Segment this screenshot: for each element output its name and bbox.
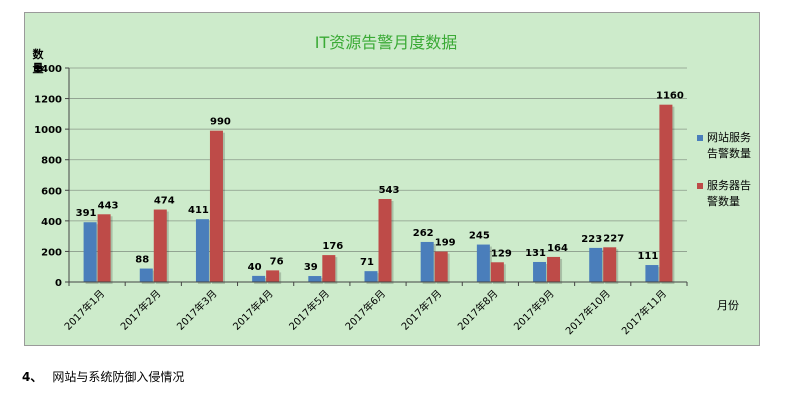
y-tick-label: 600: [41, 186, 62, 197]
y-tick-label: 400: [41, 217, 62, 228]
data-label: 543: [379, 185, 400, 196]
bar-chart: IT资源告警月度数据 数量 月份 0 200 400 600 800 1000 1200 14…: [25, 13, 759, 345]
data-label: 223: [581, 234, 602, 245]
bar-server-alerts: [153, 209, 167, 282]
bar-server-alerts: [209, 130, 223, 282]
y-axis-label: 数量: [33, 47, 45, 75]
data-label: 71: [360, 257, 374, 268]
legend-swatch: [697, 135, 703, 141]
bars: [83, 104, 675, 284]
bar-website-alerts: [533, 261, 547, 282]
y-tick-label: 200: [41, 247, 62, 258]
bar-website-alerts: [139, 268, 153, 282]
y-axis-label-char: 量: [33, 62, 44, 75]
chart-background: [25, 13, 759, 345]
x-axis-label: 月份: [717, 299, 739, 312]
y-tick-label: 1400: [34, 64, 62, 75]
bar-website-alerts: [308, 276, 322, 282]
y-tick-label: 1000: [34, 125, 62, 136]
section-caption: 4、 网站与系统防御入侵情况: [22, 368, 184, 385]
bar-website-alerts: [476, 244, 490, 282]
data-label: 411: [188, 205, 209, 216]
data-label: 227: [603, 233, 624, 244]
data-label: 990: [210, 117, 231, 128]
legend-swatch: [697, 183, 703, 189]
data-label: 111: [637, 251, 658, 262]
bar-server-alerts: [97, 214, 111, 282]
data-label: 199: [435, 238, 456, 249]
bar-website-alerts: [252, 275, 266, 282]
data-label: 164: [547, 243, 568, 254]
chart-title: IT资源告警月度数据: [315, 33, 458, 52]
data-label: 40: [248, 262, 262, 273]
data-label: 245: [469, 231, 490, 242]
data-label: 88: [135, 255, 149, 266]
section-title: 网站与系统防御入侵情况: [52, 370, 185, 384]
y-axis-label-char: 数: [33, 47, 45, 61]
data-label: 391: [76, 208, 97, 219]
bar-website-alerts: [195, 219, 209, 282]
bar-server-alerts: [378, 198, 392, 282]
bar-server-alerts: [434, 251, 448, 282]
chart-frame: IT资源告警月度数据 数量 月份 0 200 400 600 800 1000 1200 14…: [24, 12, 760, 346]
data-label: 1160: [656, 91, 684, 102]
y-tick-label: 800: [41, 156, 62, 167]
gridlines: [69, 67, 687, 252]
data-label: 129: [491, 248, 512, 259]
bar-server-alerts: [266, 270, 280, 282]
data-label: 76: [270, 256, 284, 267]
data-label: 474: [154, 196, 175, 207]
bar-website-alerts: [645, 265, 659, 282]
data-label: 262: [413, 228, 434, 239]
data-label: 39: [304, 262, 318, 273]
y-tick-label: 1200: [34, 95, 62, 106]
bar-website-alerts: [420, 241, 434, 282]
bar-server-alerts: [547, 256, 561, 282]
bar-website-alerts: [589, 247, 603, 282]
bar-server-alerts: [322, 255, 336, 282]
bar-server-alerts: [490, 262, 504, 282]
bar-website-alerts: [364, 271, 378, 282]
legend-label: 网站服务告警数量: [707, 130, 751, 160]
bar-website-alerts: [83, 222, 97, 282]
y-tick-label: 0: [55, 278, 62, 289]
y-axis-ticks: 0 200 400 600 800 1000 1200 1400: [34, 64, 69, 289]
data-label: 176: [322, 241, 343, 252]
data-label: 443: [98, 200, 119, 211]
legend-label: 服务器告警数量: [707, 179, 751, 208]
data-label: 131: [525, 248, 546, 259]
bar-server-alerts: [603, 247, 617, 282]
axes: [68, 68, 687, 283]
bar-server-alerts: [659, 104, 673, 282]
section-number: 4、: [22, 370, 43, 384]
